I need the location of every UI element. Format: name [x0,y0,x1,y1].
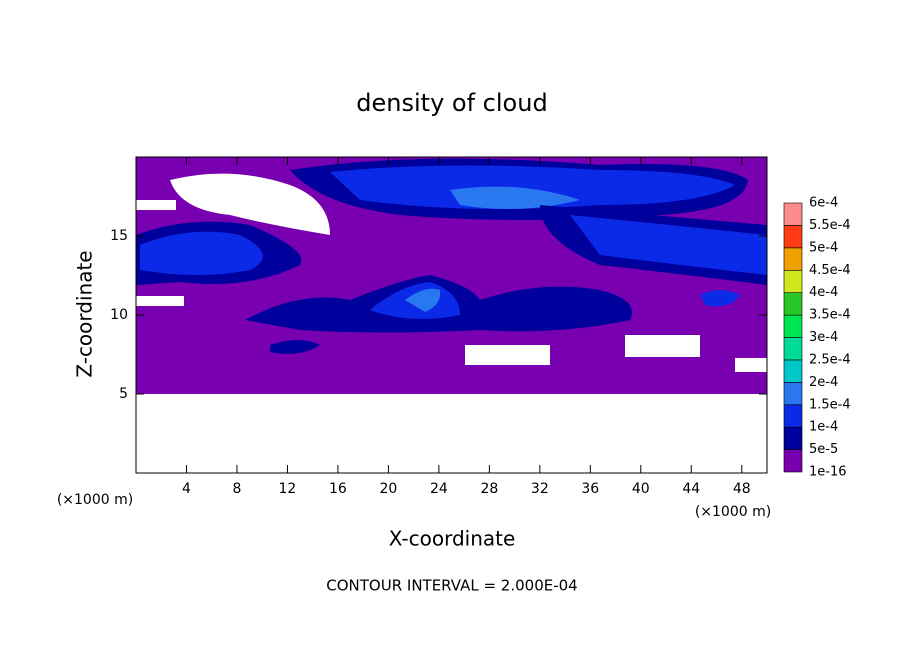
x-tick-label: 4 [182,481,191,497]
contour-field [136,157,767,473]
colorbar-box [783,202,803,226]
x-tick-label: 32 [531,481,549,497]
colorbar-label: 3.5e-4 [809,308,851,323]
field-region [270,340,320,354]
colorbar-box [783,314,803,338]
colorbar-box [783,359,803,383]
colorbar-label: 5e-5 [809,442,838,457]
field-region [570,215,767,275]
blank-region [170,173,330,235]
colorbar-box [783,292,803,316]
colorbar-label: 5.5e-4 [809,218,851,233]
field-region [405,288,441,312]
field-region [330,165,735,209]
field-region [700,290,740,307]
blank-region [136,394,767,473]
x-tick-label: 24 [430,481,448,497]
x-axis-label: X-coordinate [389,527,516,551]
colorbar-label: 5e-4 [809,240,838,255]
chart-title: density of cloud [356,89,547,117]
colorbar-label: 4.5e-4 [809,263,851,278]
colorbar-label: 1e-16 [809,465,847,480]
x-tick-label: 36 [581,481,599,497]
blank-region [735,358,767,372]
x-tick-label: 44 [682,481,700,497]
x-unit: (×1000 m) [695,504,771,520]
x-tick-label: 16 [329,481,347,497]
y-tick-label: 5 [119,386,128,402]
colorbar-label: 2e-4 [809,375,838,390]
colorbar-label: 4e-4 [809,285,838,300]
x-tick-label: 20 [379,481,397,497]
colorbar-label: 3e-4 [809,330,838,345]
colorbar-label: 1e-4 [809,420,838,435]
y-tick-label: 10 [110,307,128,323]
blank-region [136,200,176,210]
contour-note: CONTOUR INTERVAL = 2.000E-04 [326,577,577,595]
colorbar-label: 2.5e-4 [809,352,851,367]
y-tick-label: 15 [110,228,128,244]
colorbar-box [783,225,803,249]
colorbar-box [783,426,803,450]
y-unit: (×1000 m) [57,492,133,508]
blank-region [465,345,550,365]
x-tick-label: 8 [232,481,241,497]
colorbar-box [783,337,803,361]
y-axis-label: Z-coordinate [73,250,97,377]
colorbar-box [783,404,803,428]
field-region [140,231,263,275]
blank-region [625,335,700,357]
colorbar-box [783,382,803,406]
x-tick-label: 28 [480,481,498,497]
colorbar-box [783,269,803,293]
x-tick-label: 40 [632,481,650,497]
field-region [450,186,580,209]
colorbar-label: 6e-4 [809,196,838,211]
colorbar-box [783,247,803,271]
colorbar-box [783,449,803,473]
colorbar-label: 1.5e-4 [809,397,851,412]
x-tick-label: 12 [279,481,297,497]
x-tick-label: 48 [733,481,751,497]
blank-region [136,296,184,306]
